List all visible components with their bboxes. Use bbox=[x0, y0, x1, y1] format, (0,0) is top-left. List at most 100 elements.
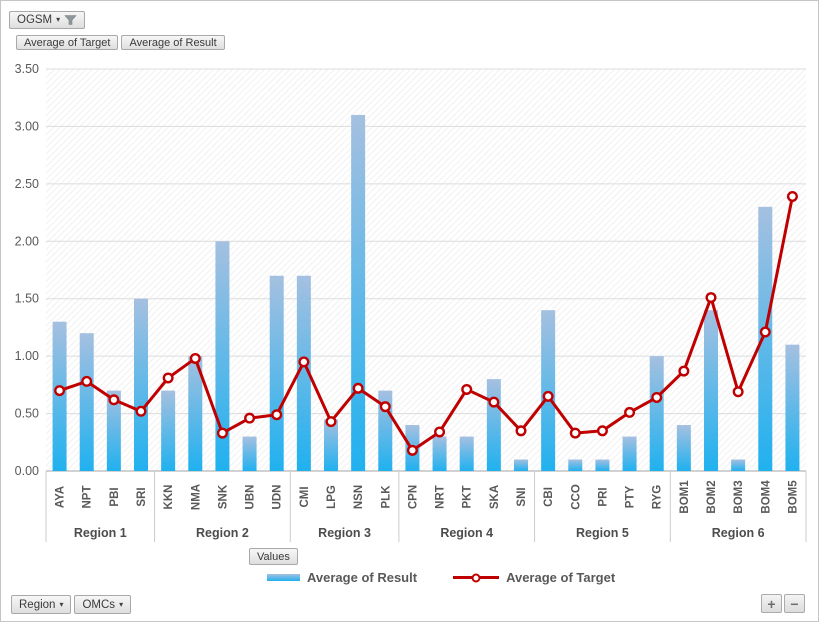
marker-PKT[interactable] bbox=[461, 383, 473, 395]
bar-BOM3[interactable] bbox=[731, 459, 746, 471]
marker-PTY[interactable] bbox=[624, 406, 636, 418]
zoom-in-button[interactable]: + bbox=[761, 594, 782, 613]
x-category-label: CPN bbox=[407, 485, 419, 509]
region-group-label: Region 5 bbox=[576, 526, 629, 540]
x-category-label: BOM1 bbox=[679, 480, 691, 514]
axis-field-label-omcs: OMCs bbox=[82, 598, 116, 611]
region-group-label: Region 2 bbox=[196, 526, 249, 540]
x-category-label: SNK bbox=[217, 484, 229, 509]
bar-KKN[interactable] bbox=[161, 390, 176, 471]
zoom-controls: + − bbox=[761, 594, 805, 613]
bar-NRT[interactable] bbox=[432, 436, 447, 471]
region-group-label: Region 3 bbox=[318, 526, 371, 540]
bar-CCO[interactable] bbox=[568, 459, 583, 471]
marker-SNK[interactable] bbox=[216, 427, 228, 439]
marker-KKN[interactable] bbox=[162, 372, 174, 384]
x-category-label: NRT bbox=[435, 485, 447, 509]
marker-BOM5[interactable] bbox=[786, 190, 798, 202]
x-category-label: CMI bbox=[299, 486, 311, 507]
marker-CCO[interactable] bbox=[569, 427, 581, 439]
legend: Average of Result Average of Target bbox=[267, 570, 615, 585]
marker-BOM2[interactable] bbox=[705, 292, 717, 304]
y-tick-label: 1.00 bbox=[15, 349, 39, 363]
plot-area bbox=[46, 69, 806, 471]
marker-AYA[interactable] bbox=[54, 385, 66, 397]
y-tick-label: 2.50 bbox=[15, 177, 39, 191]
marker-BOM3[interactable] bbox=[732, 386, 744, 398]
marker-NMA[interactable] bbox=[189, 352, 201, 364]
axis-field-button-omcs[interactable]: OMCs ▾ bbox=[74, 595, 132, 614]
bar-PRI[interactable] bbox=[595, 459, 610, 471]
bar-CBI[interactable] bbox=[541, 310, 556, 471]
x-category-label: KKN bbox=[163, 485, 175, 510]
field-button-average-of-result[interactable]: Average of Result bbox=[121, 35, 225, 50]
y-tick-label: 2.00 bbox=[15, 234, 39, 248]
bar-RYG[interactable] bbox=[649, 356, 664, 471]
bar-SNI[interactable] bbox=[514, 459, 528, 471]
x-category-label: CBI bbox=[543, 487, 555, 507]
x-category-label: UDN bbox=[272, 485, 284, 510]
bar-LPG[interactable] bbox=[324, 419, 338, 471]
marker-BOM1[interactable] bbox=[678, 365, 690, 377]
report-filter-button[interactable]: OGSM ▾ bbox=[9, 11, 86, 29]
y-tick-label: 0.50 bbox=[15, 407, 39, 421]
marker-SRI[interactable] bbox=[135, 405, 147, 417]
bar-SNK[interactable] bbox=[215, 241, 230, 471]
marker-CPN[interactable] bbox=[406, 444, 418, 456]
axis-field-button-region[interactable]: Region ▾ bbox=[11, 595, 72, 614]
marker-PBI[interactable] bbox=[108, 394, 120, 406]
marker-UBN[interactable] bbox=[244, 412, 256, 424]
bar-swatch-icon bbox=[267, 574, 300, 581]
bar-SKA[interactable] bbox=[486, 379, 501, 471]
field-button-average-of-target[interactable]: Average of Target bbox=[16, 35, 119, 50]
marker-PRI[interactable] bbox=[596, 425, 608, 437]
x-category-label: BOM2 bbox=[706, 480, 718, 513]
x-category-label: SNI bbox=[516, 487, 528, 506]
marker-BOM4[interactable] bbox=[759, 326, 771, 338]
x-category-label: SRI bbox=[136, 487, 148, 506]
marker-LPG[interactable] bbox=[325, 416, 337, 428]
marker-SKA[interactable] bbox=[488, 396, 500, 408]
marker-CMI[interactable] bbox=[298, 356, 310, 368]
x-category-label: BOM3 bbox=[733, 480, 745, 513]
x-category-label: NSN bbox=[353, 485, 365, 509]
bar-CMI[interactable] bbox=[296, 275, 311, 471]
marker-NPT[interactable] bbox=[81, 375, 93, 387]
marker-SNI[interactable] bbox=[515, 425, 527, 437]
x-category-label: UBN bbox=[245, 485, 257, 510]
marker-RYG[interactable] bbox=[651, 391, 663, 403]
bar-BOM2[interactable] bbox=[704, 310, 718, 471]
bar-BOM4[interactable] bbox=[758, 206, 773, 472]
chevron-down-icon: ▾ bbox=[119, 599, 124, 609]
zoom-out-button[interactable]: − bbox=[784, 594, 805, 613]
bar-UBN[interactable] bbox=[242, 436, 257, 471]
marker-NSN[interactable] bbox=[352, 382, 364, 394]
bar-BOM5[interactable] bbox=[785, 344, 800, 471]
bar-PTY[interactable] bbox=[622, 436, 637, 471]
x-category-label: BOM5 bbox=[787, 480, 799, 514]
bar-BOM1[interactable] bbox=[676, 425, 691, 471]
target-line[interactable] bbox=[58, 194, 794, 452]
bar-NSN[interactable] bbox=[351, 114, 366, 471]
x-category-label: AYA bbox=[55, 486, 67, 508]
bar-NPT[interactable] bbox=[79, 333, 94, 471]
legend-item-result[interactable]: Average of Result bbox=[267, 570, 417, 585]
filter-funnel-icon bbox=[64, 15, 77, 25]
marker-PLK[interactable] bbox=[379, 401, 391, 413]
marker-NRT[interactable] bbox=[434, 426, 446, 438]
x-category-label: PRI bbox=[597, 487, 609, 506]
marker-UDN[interactable] bbox=[271, 409, 283, 421]
bar-PKT[interactable] bbox=[459, 436, 474, 471]
y-tick-label: 0.00 bbox=[15, 464, 39, 478]
bar-PBI[interactable] bbox=[106, 390, 121, 471]
bar-SRI[interactable] bbox=[134, 298, 148, 471]
marker-CBI[interactable] bbox=[542, 390, 554, 402]
chart-canvas[interactable]: 0.00 0.50 1.00 1.50 2.00 2.50 3.00 3.50 AYA NPT PB… bbox=[1, 1, 819, 546]
bar-AYA[interactable] bbox=[52, 321, 67, 471]
bar-UDN[interactable] bbox=[269, 275, 284, 471]
legend-item-target[interactable]: Average of Target bbox=[453, 570, 615, 585]
bar-NMA[interactable] bbox=[188, 356, 203, 471]
axis-field-label-region: Region bbox=[19, 598, 56, 611]
values-field-button[interactable]: Values bbox=[249, 548, 298, 565]
x-category-label: RYG bbox=[652, 485, 664, 510]
